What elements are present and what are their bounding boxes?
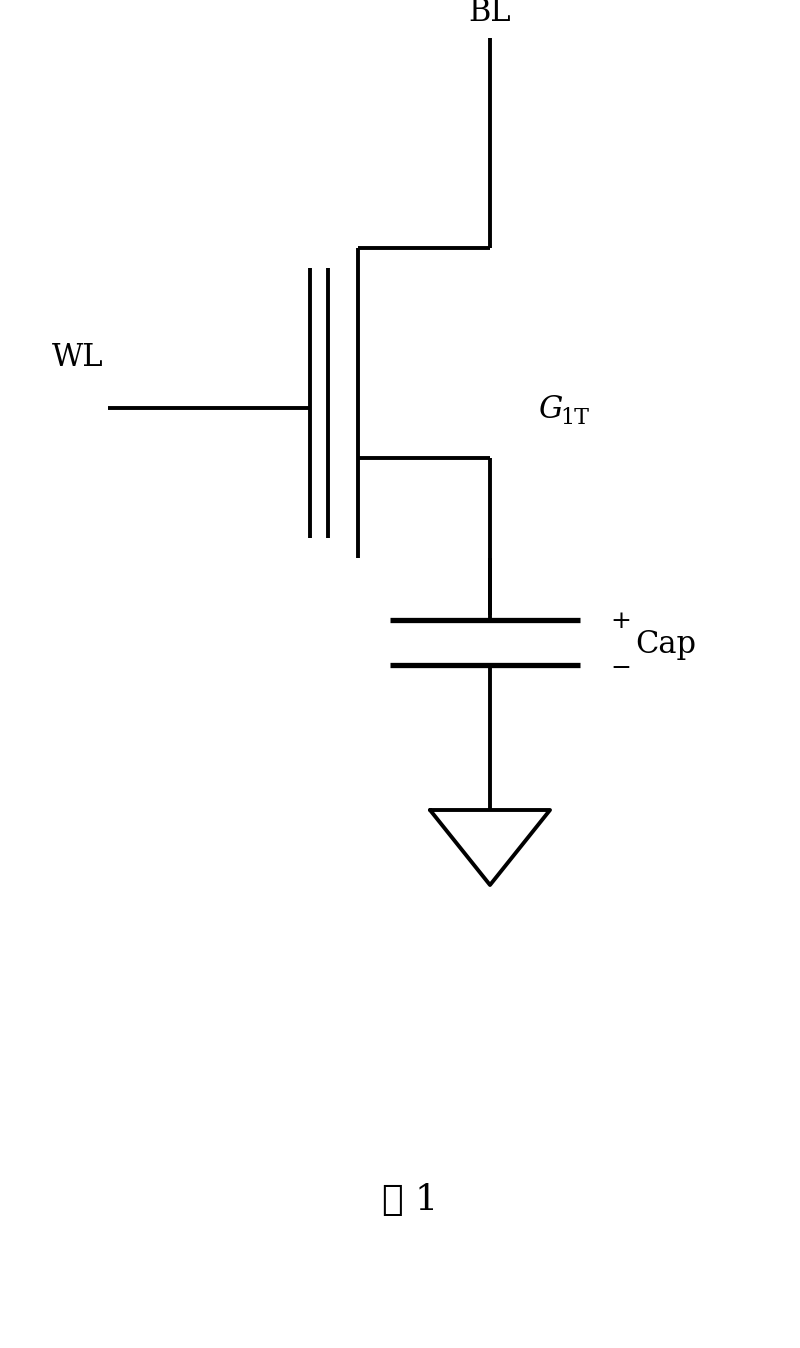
Text: BL: BL	[469, 0, 511, 28]
Text: G: G	[538, 395, 562, 426]
Text: −: −	[610, 656, 631, 679]
Text: Cap: Cap	[635, 630, 696, 661]
Text: WL: WL	[51, 342, 103, 373]
Text: +: +	[610, 611, 631, 634]
Text: 图 1: 图 1	[382, 1184, 438, 1217]
Text: 1T: 1T	[560, 407, 589, 429]
